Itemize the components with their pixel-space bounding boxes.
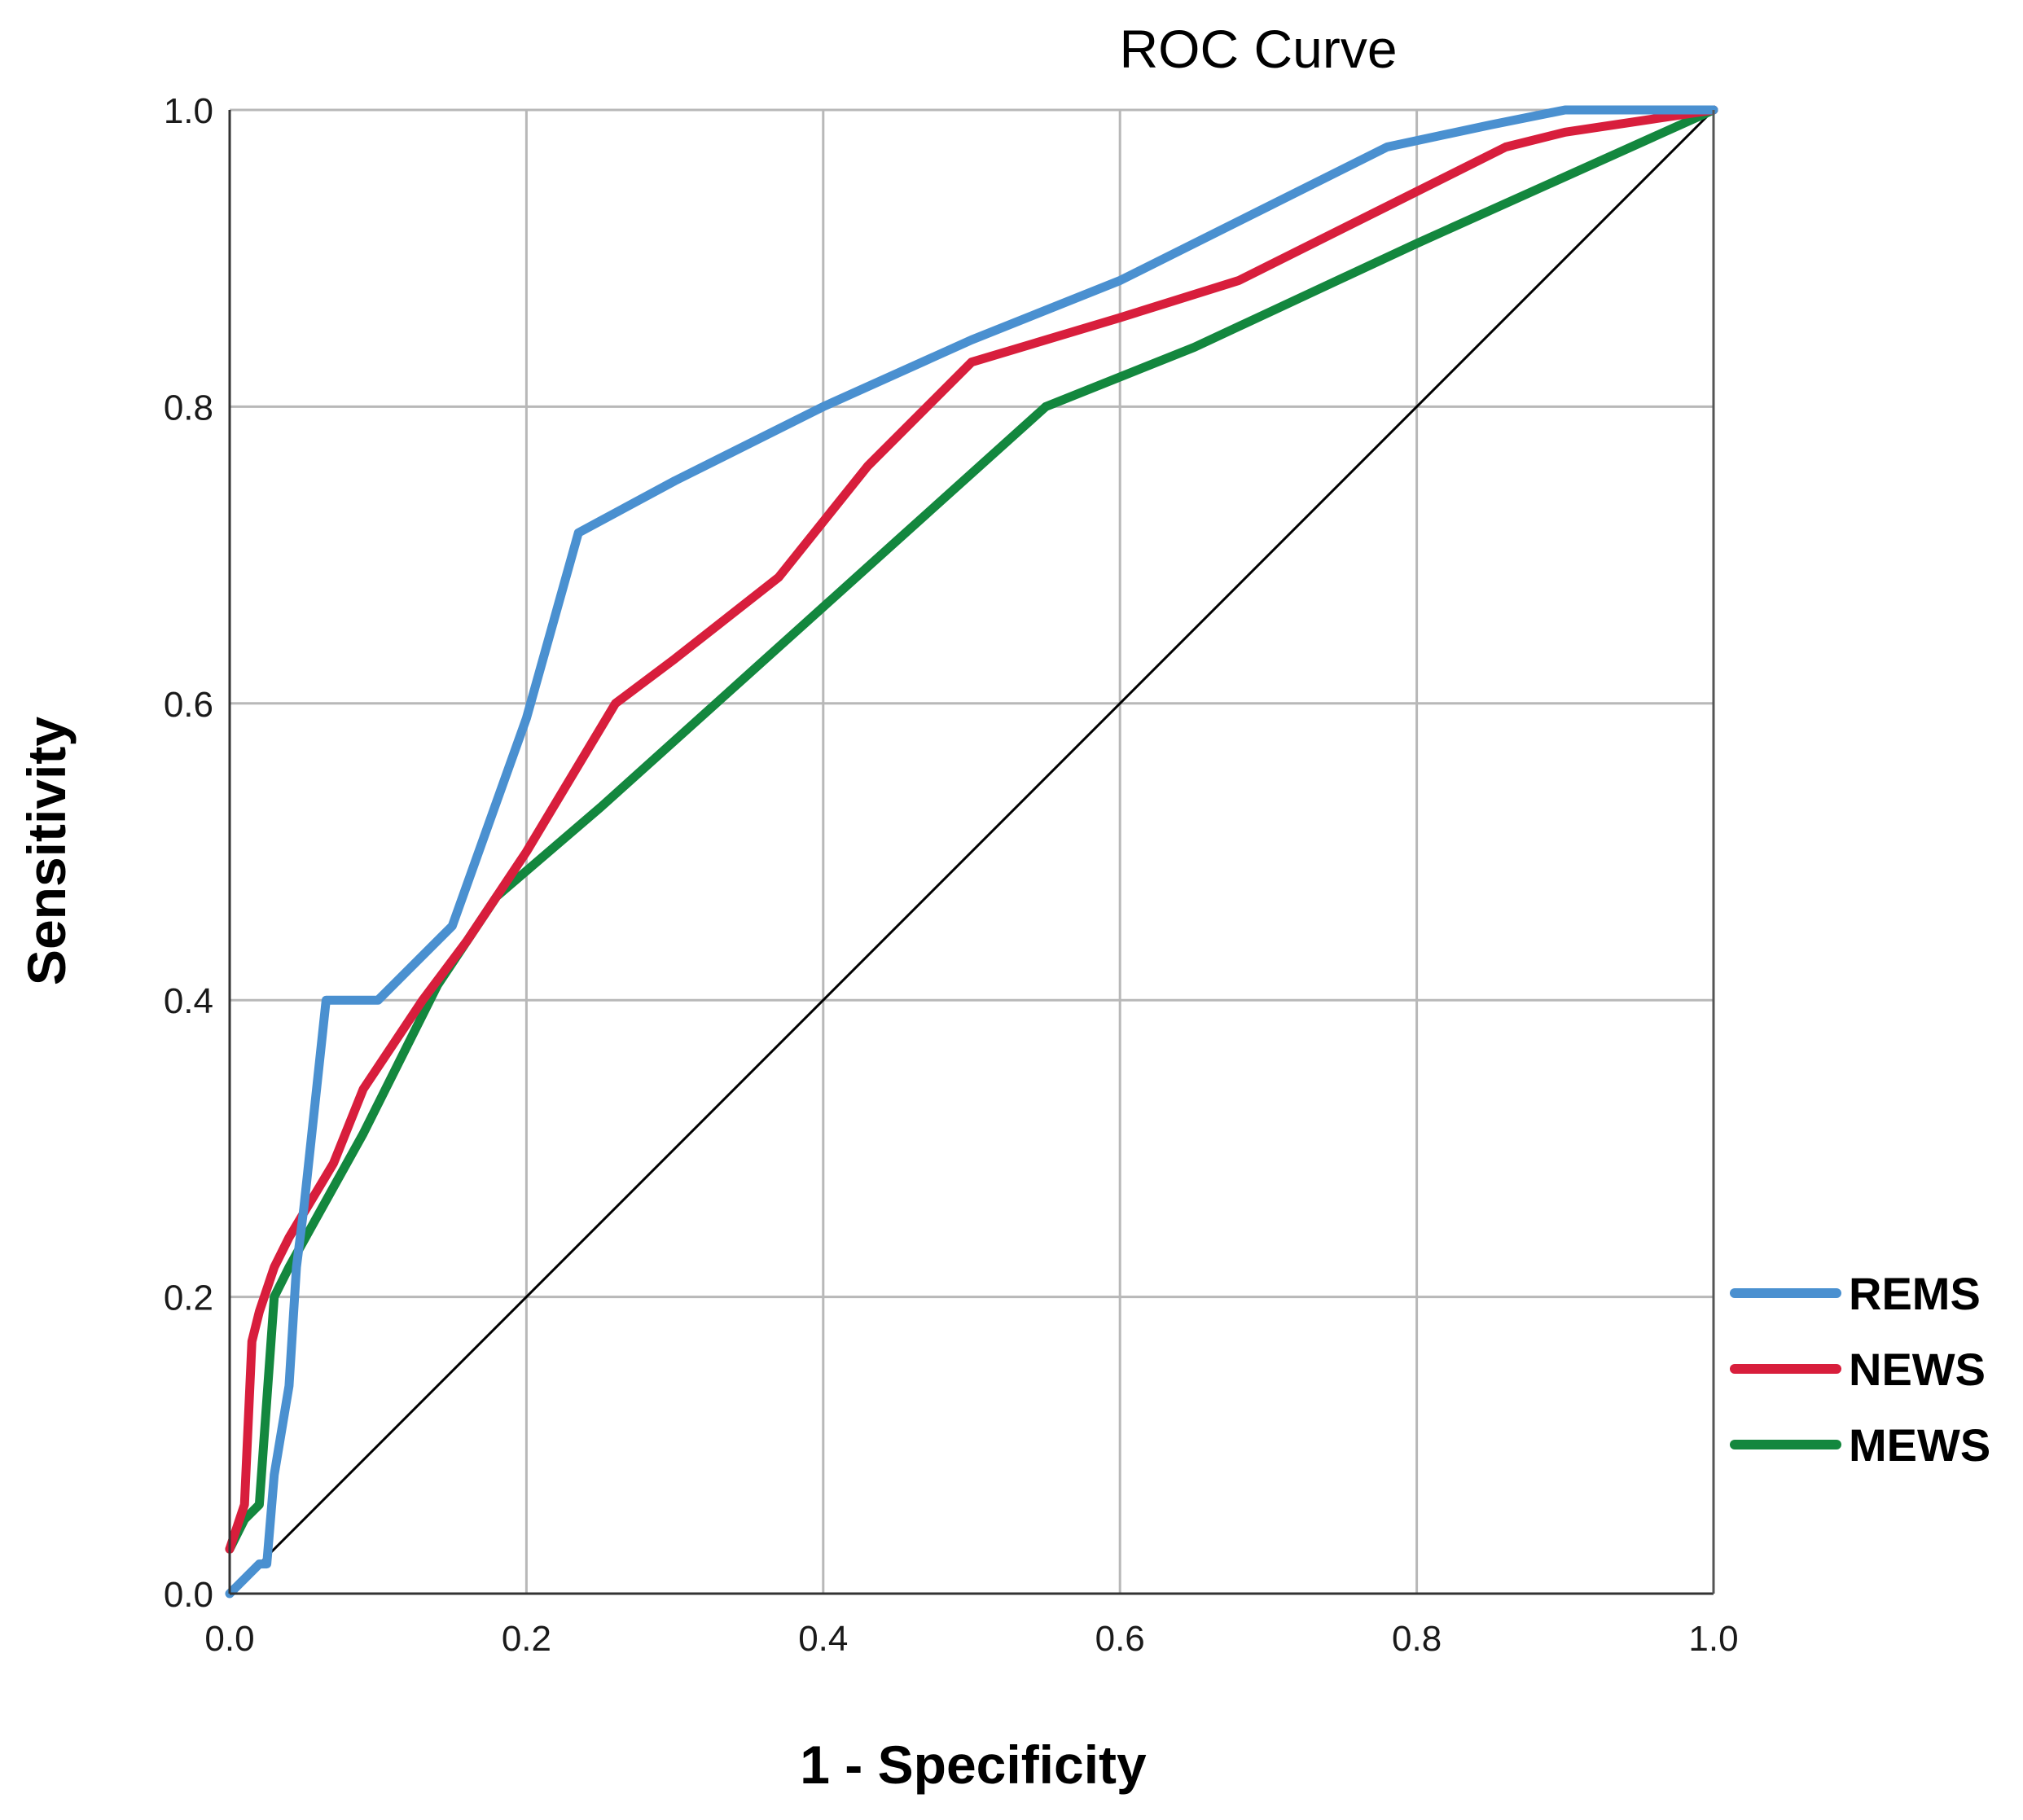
x-tick-label: 0.6: [1095, 1619, 1145, 1659]
x-tick-label: 0.8: [1392, 1619, 1442, 1659]
x-axis-title: 1 - Specificity: [800, 1734, 1147, 1795]
x-tick-label: 0.2: [502, 1619, 551, 1659]
y-tick-label: 0.0: [164, 1575, 213, 1615]
tick-labels: 0.0 0.2 0.4 0.6 0.8 1.0 0.0 0.2 0.4 0.6 0.8 1.0: [164, 91, 1739, 1659]
y-tick-label: 1.0: [164, 91, 213, 131]
y-tick-label: 0.8: [164, 388, 213, 428]
x-tick-label: 0.4: [798, 1619, 848, 1659]
reference-line: [228, 108, 1715, 1595]
series-line-rems: [225, 105, 1718, 1599]
x-tick-label: 1.0: [1688, 1619, 1738, 1659]
axes: [228, 110, 1715, 1595]
reference-diagonal: [228, 108, 1715, 1595]
legend-label-rems: REMS: [1849, 1268, 1981, 1319]
y-tick-label: 0.6: [164, 685, 213, 725]
y-tick-label: 0.2: [164, 1278, 213, 1318]
y-axis-title: Sensitivity: [16, 717, 77, 985]
legend-label-news: NEWS: [1849, 1344, 1986, 1395]
series-lines: [225, 105, 1718, 1599]
chart-title: ROC Curve: [1119, 19, 1397, 79]
y-tick-label: 0.4: [164, 981, 213, 1021]
series-line-news: [225, 105, 1718, 1554]
legend: REMS NEWS MEWS: [1730, 1268, 1990, 1471]
legend-label-mews: MEWS: [1849, 1419, 1990, 1471]
x-tick-label: 0.0: [204, 1619, 254, 1659]
